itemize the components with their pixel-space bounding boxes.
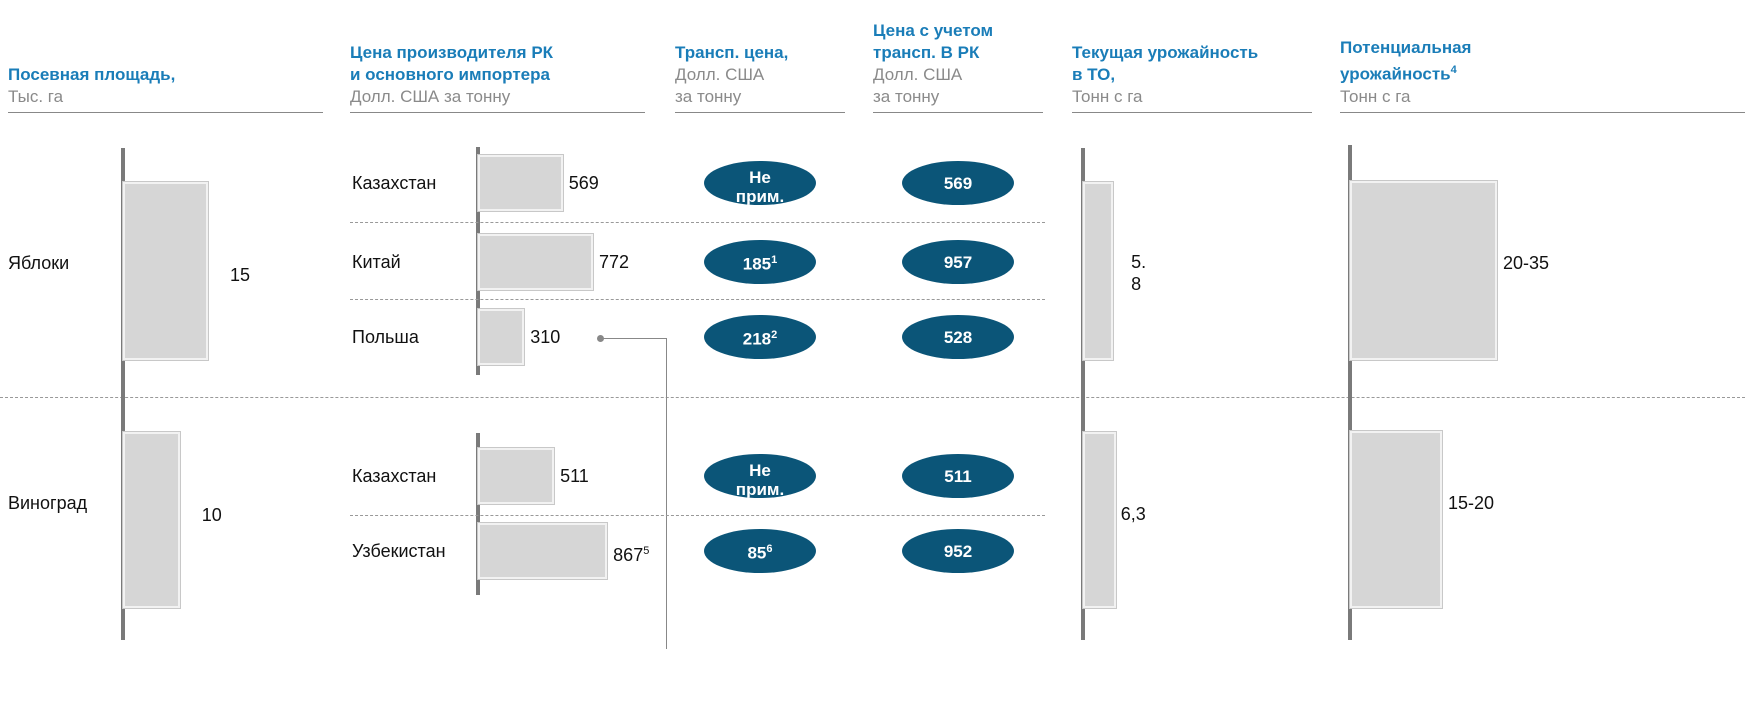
country-name: Казахстан <box>352 173 437 193</box>
country-name: Узбекистан <box>352 541 446 561</box>
header-rule <box>8 112 323 113</box>
bar <box>478 523 608 579</box>
ellipse-text: 856 <box>747 542 773 563</box>
column-header: Потенциальная урожайность4 Тонн с га <box>1340 37 1745 108</box>
value-label: 310 <box>530 327 561 347</box>
bar <box>478 309 525 365</box>
connector-dot <box>597 335 604 342</box>
column-header: Трансп. цена, Долл. США за тонну <box>675 42 845 108</box>
footnote: 4 <box>1450 64 1457 77</box>
footnote: 2 <box>771 328 778 341</box>
transport-price: 1851 <box>704 240 816 284</box>
axis-line <box>1081 148 1085 640</box>
bar <box>478 155 563 211</box>
bar <box>1083 432 1116 608</box>
header-rule <box>873 112 1043 113</box>
value-label: 15-20 <box>1448 493 1495 513</box>
value-label: 511 <box>560 466 589 486</box>
total-price: 528 <box>902 315 1014 359</box>
crop-name: Яблоки <box>8 253 70 273</box>
ellipse-text: 528 <box>943 327 973 347</box>
header-title: Текущая урожайность <box>1072 43 1259 62</box>
header-subtitle: Долл. США <box>873 65 963 84</box>
transport-price: Не прим. <box>704 454 816 498</box>
transport-price: 856 <box>704 529 816 573</box>
ellipse-text: 569 <box>943 173 973 193</box>
total-price: 952 <box>902 529 1014 573</box>
bar <box>123 432 180 608</box>
ellipse-text: 511 <box>944 466 972 486</box>
axis-line <box>121 148 125 640</box>
value-label: 8675 <box>613 545 650 565</box>
country-name: Китай <box>352 252 401 272</box>
bar <box>1350 181 1497 360</box>
value-label: 772 <box>599 252 630 272</box>
value-label: 10 <box>201 505 222 525</box>
axis-line <box>476 433 480 595</box>
crop-name: Виноград <box>8 493 88 513</box>
header-rule <box>350 112 645 113</box>
header-title: трансп. В РК <box>873 43 980 62</box>
header-subtitle: Долл. США <box>675 65 765 84</box>
footnote: 5 <box>643 545 650 557</box>
header-rule <box>1340 112 1745 113</box>
header-subtitle: за тонну <box>873 87 940 106</box>
ellipse-text: Не прим. <box>735 168 785 205</box>
header-rule <box>675 112 845 113</box>
total-price: 511 <box>902 454 1014 498</box>
bar <box>123 182 209 360</box>
header-title: Цена с учетом <box>873 21 994 40</box>
dashed-separator <box>350 515 1045 516</box>
ellipse-text: 2182 <box>742 328 778 349</box>
header-subtitle: Тыс. га <box>8 87 64 106</box>
header-subtitle: Тонн с га <box>1340 87 1411 106</box>
ellipse-text: 957 <box>943 252 973 272</box>
header-subtitle: Тонн с га <box>1072 87 1143 106</box>
column-header: Посевная площадь, Тыс. га <box>8 64 323 108</box>
axis-line <box>1348 145 1352 640</box>
ellipse-text: 952 <box>943 541 973 561</box>
total-price: 957 <box>902 240 1014 284</box>
value-label: 569 <box>568 173 599 193</box>
total-price: 569 <box>902 161 1014 205</box>
connector-line <box>602 338 667 649</box>
column-header: Цена с учетом трансп. В РК Долл. США за тон… <box>873 20 1043 108</box>
header-subtitle: Долл. США за тонну <box>350 87 511 106</box>
header-title: Потенциальная <box>1340 38 1472 58</box>
dashed-separator <box>0 397 1745 398</box>
footnote: 6 <box>766 542 773 555</box>
bar <box>1350 431 1442 608</box>
value-label: 6,3 <box>1120 504 1146 524</box>
value-label: 15 <box>230 265 251 285</box>
dashed-separator <box>350 222 1045 223</box>
bar <box>478 448 555 504</box>
transport-price: 2182 <box>704 315 816 359</box>
header-title: Посевная площадь, <box>8 65 176 84</box>
value-label: 20-35 <box>1503 253 1550 273</box>
value-label: 5.8 <box>1131 252 1147 294</box>
dashed-separator <box>350 299 1045 300</box>
ellipse-text: 1851 <box>742 253 778 274</box>
country-name: Казахстан <box>352 466 437 486</box>
header-title: Трансп. цена, <box>675 43 789 62</box>
header-rule <box>1072 112 1312 113</box>
header-title: урожайность4 <box>1340 64 1457 84</box>
header-subtitle: за тонну <box>675 87 742 106</box>
country-name: Польша <box>352 327 419 347</box>
ellipse-text: Не прим. <box>735 461 785 498</box>
column-header: Цена производителя РК и основного импорте… <box>350 42 645 108</box>
bar <box>1083 182 1114 360</box>
header-title: Цена производителя РК <box>350 43 554 62</box>
header-title: и основного импортера <box>350 65 550 84</box>
bar <box>478 234 594 290</box>
header-title: в ТО, <box>1072 65 1116 84</box>
transport-price: Не прим. <box>704 161 816 205</box>
column-header: Текущая урожайность в ТО, Тонн с га <box>1072 42 1312 108</box>
footnote: 1 <box>771 253 778 266</box>
